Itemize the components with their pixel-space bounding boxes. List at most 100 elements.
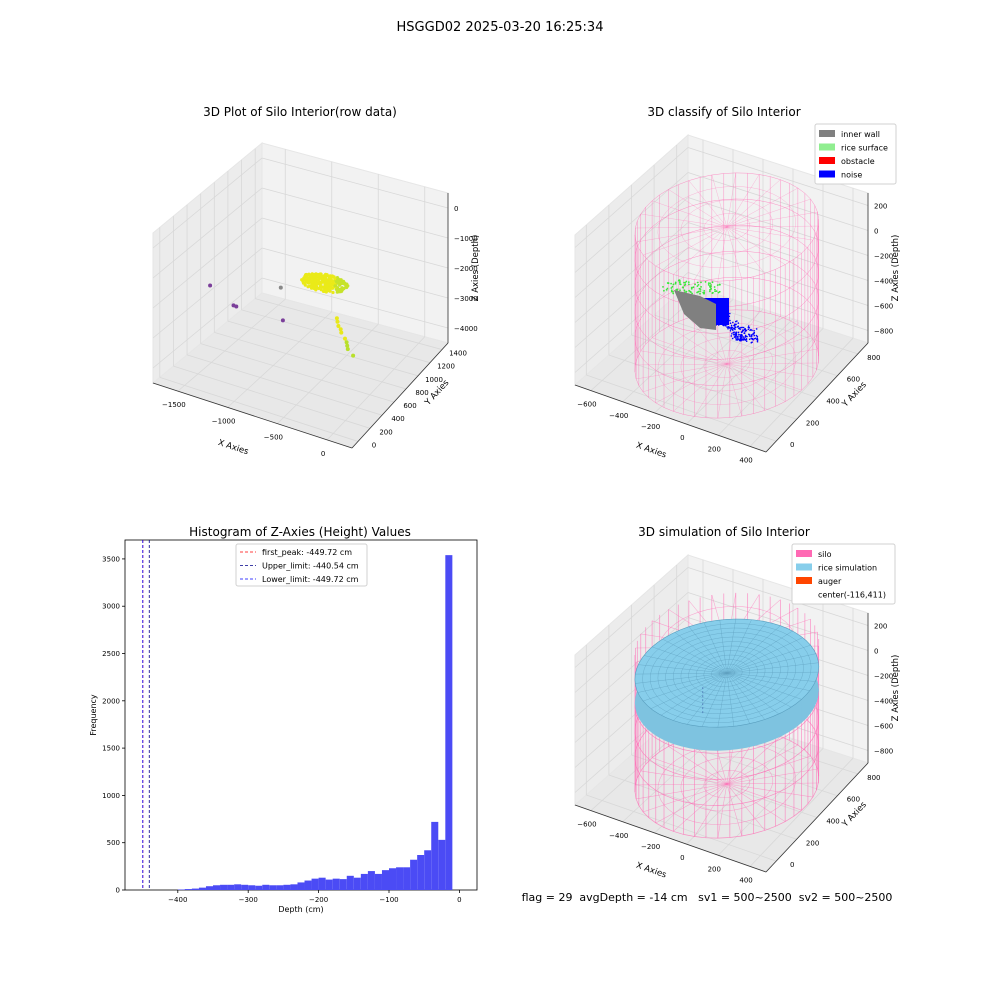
noise-point [744,339,747,341]
figure-title: HSGGD02 2025-03-20 16:25:34 [397,20,604,35]
legend-label: noise [841,171,862,180]
rice-surface-point [678,281,681,284]
raw-point [302,276,306,280]
noise-point [731,337,734,340]
y-axis-label: Y Axies [840,800,869,830]
noise-point [733,333,735,335]
rice-surface-point [699,290,702,292]
raw-point [344,284,348,288]
raw-point [327,288,331,292]
rice-surface-point [678,279,681,282]
rice-surface-point [685,290,688,293]
rice-surface-point [696,291,698,294]
z-tick-label: 200 [874,623,887,631]
noise-point [737,336,739,339]
histogram-bar [410,859,418,890]
rice-mesh-line [719,619,728,674]
noise-point [744,330,746,333]
grid-line [574,272,689,373]
histogram-bar [311,878,319,890]
raw-point [323,276,328,280]
legend-swatch [819,157,835,164]
noise-point [739,338,742,341]
noise-point [734,323,736,326]
rice-surface-point [703,290,706,292]
legend-label: first_peak: -449.72 cm [262,548,352,557]
legend-label: rice simulation [818,564,877,573]
raw-point [305,275,309,279]
histogram-bar [283,884,291,890]
noise-point [748,327,751,329]
histogram-bar [417,855,425,890]
x-tick-label: −200 [641,423,660,431]
rice-mesh-line [652,646,727,674]
grid-line [152,277,263,369]
z-tick-label: −400 [874,278,893,286]
rice-surface-point [709,290,711,293]
panel-simulation-3d: 3D simulation of Silo Interior −600 −400 −2… [574,525,901,884]
noise-point [746,335,748,338]
silo-floor-ring [703,213,751,241]
chart-title: 3D simulation of Silo Interior [638,525,810,539]
legend-label: center(-116,411) [818,591,886,600]
x-tick-label: 0 [457,896,461,904]
x-tick-label: −600 [577,401,596,409]
noise-point [735,334,737,336]
y-tick-label: 2500 [102,650,120,658]
grid-line [574,222,689,323]
x-tick-label: −400 [609,412,628,420]
rice-surface-point [718,283,721,286]
histogram-bar [445,555,453,890]
grid-line [261,157,449,209]
grid-line [608,354,797,420]
rice-surface-point [709,288,712,291]
raw-point [320,280,324,284]
noise-point [731,328,734,331]
noise-point [735,336,737,339]
rice-mesh-line [726,672,779,715]
x-tick-label: −200 [641,843,660,851]
x-tick-label: 0 [321,450,325,458]
y-tick-label: 400 [826,398,839,406]
raw-point [315,282,319,286]
rice-surface-point [716,284,719,286]
noise-point [744,336,746,338]
rice-mesh-line [726,662,819,674]
raw-point [339,330,344,335]
noise-point [751,338,754,341]
legend-label: auger [818,577,842,586]
plot-area [124,539,478,891]
grid-line [173,365,371,429]
rice-surface-point [685,280,688,283]
y-tick-label: 600 [847,796,860,804]
raw-series [208,283,285,323]
silo-ring [634,250,819,360]
raw-point [319,288,323,292]
legend-label: obstacle [841,157,875,166]
noise-point [749,329,751,332]
rice-surface-point [715,290,718,292]
rice-surface-point [696,285,699,287]
legend-swatch [796,577,812,584]
y-axis-line [765,762,869,873]
raw-point [303,283,307,287]
grid-line [574,592,689,693]
grid-line [687,147,869,206]
noise-point [729,312,731,315]
grid-line [326,336,426,441]
grid-line [277,323,379,424]
y-tick-label: 0 [790,441,794,449]
noise-point [743,332,746,335]
histogram-bar [332,878,340,890]
silo-floor-ring [657,323,796,405]
grid-line [200,343,395,403]
histogram-bar [241,884,249,890]
rice-mesh-line [726,672,816,682]
rice-mesh-line [686,672,727,725]
rice-surface-point [688,283,690,286]
rice-surface-point [710,284,712,286]
noise-point [735,339,737,341]
raw-point [331,286,335,290]
noise-point [737,334,740,336]
histogram-bar [269,885,277,890]
